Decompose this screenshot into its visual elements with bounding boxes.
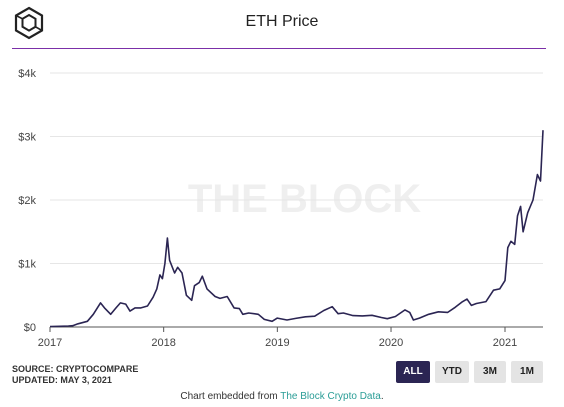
x-tick-label: 2021 <box>493 337 517 349</box>
y-tick-label: $4k <box>18 68 36 80</box>
range-button-group: ALL YTD 3M 1M <box>396 361 543 383</box>
range-all-button[interactable]: ALL <box>396 361 430 383</box>
footer-prefix: Chart embedded from <box>180 391 281 402</box>
y-tick-label: $3k <box>18 132 36 144</box>
source-line: SOURCE: CRYPTOCOMPARE <box>12 364 139 374</box>
y-tick-label: $0 <box>24 322 36 334</box>
y-tick-label: $2k <box>18 195 36 207</box>
eth-price-series-line <box>49 130 544 328</box>
range-1m-button[interactable]: 1M <box>511 361 543 383</box>
x-tick-label: 2017 <box>38 337 62 349</box>
x-tick-label: 2019 <box>265 337 289 349</box>
range-3m-button[interactable]: 3M <box>474 361 506 383</box>
embed-footer: Chart embedded from The Block Crypto Dat… <box>0 391 564 402</box>
eth-price-line-chart: THE BLOCK $0 $1k $2k $3k $4k 2017 2018 2019 2020 2… <box>18 68 544 349</box>
source-note: SOURCE: CRYPTOCOMPARE UPDATED: MAY 3, 20… <box>12 364 138 386</box>
x-tick-label: 2018 <box>151 337 175 349</box>
updated-line: UPDATED: MAY 3, 2021 <box>12 375 112 385</box>
watermark: THE BLOCK <box>188 177 421 221</box>
the-block-data-link[interactable]: The Block Crypto Data <box>280 391 381 402</box>
chart-title: ETH Price <box>245 13 319 30</box>
y-tick-label: $1k <box>18 259 36 271</box>
the-block-cube-logo <box>14 6 44 40</box>
range-ytd-button[interactable]: YTD <box>435 361 469 383</box>
title-divider <box>12 48 546 49</box>
footer-suffix: . <box>380 391 384 402</box>
x-tick-label: 2020 <box>379 337 403 349</box>
